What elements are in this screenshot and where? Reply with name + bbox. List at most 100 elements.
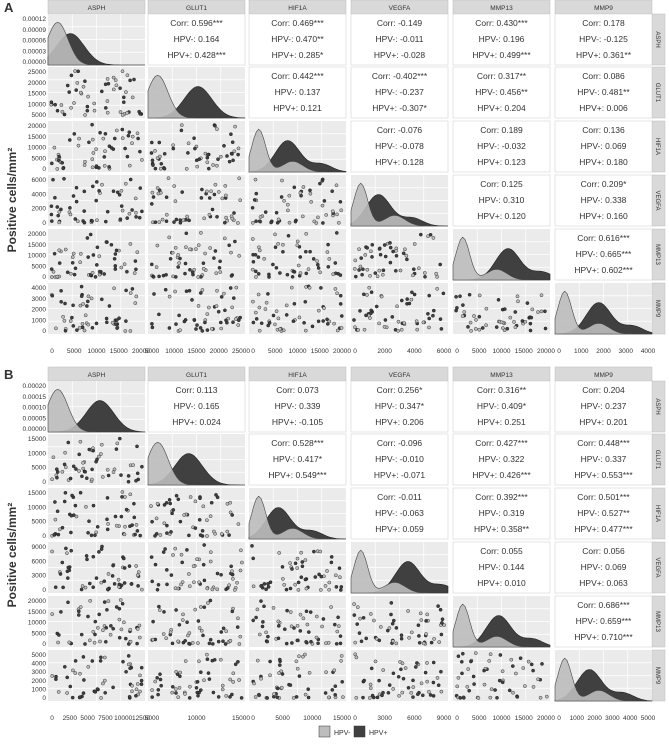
scatter-point-hpv-pos — [262, 604, 266, 609]
scatter-point-hpv-neg — [421, 320, 426, 325]
scatter-point-hpv-pos — [205, 328, 210, 332]
scatter-point-hpv-pos — [100, 297, 104, 302]
scatter-point-hpv-pos — [90, 659, 95, 663]
density-hpv-neg — [452, 236, 550, 281]
scatter-point-hpv-pos — [190, 298, 194, 302]
scatter-point-hpv-pos — [74, 185, 79, 190]
row-strip-label: GLUT1 — [654, 450, 660, 470]
scatter-point-hpv-pos — [72, 272, 77, 277]
scatter-point-hpv-neg — [135, 573, 140, 578]
corr-text: Corr: 0.136 — [582, 125, 625, 135]
scatter-point-hpv-pos — [369, 308, 374, 313]
scatter-point-hpv-neg — [521, 666, 526, 670]
scatter-point-hpv-neg — [234, 285, 239, 290]
scatter-point-hpv-pos — [251, 259, 256, 264]
scatter-point-hpv-pos — [132, 77, 136, 82]
scatter-point-hpv-neg — [208, 559, 213, 564]
scatter-point-hpv-neg — [72, 101, 76, 105]
scatter-point-hpv-pos — [207, 641, 212, 646]
scatter-point-hpv-neg — [215, 163, 219, 168]
scatter-point-hpv-pos — [385, 628, 390, 633]
x-tick-label: 6000 — [437, 348, 452, 355]
scatter-point-hpv-neg — [531, 685, 536, 689]
scatter-point-hpv-neg — [435, 286, 440, 291]
corr-hpv-pos: HPV+: 0.024 — [172, 417, 221, 427]
scatter-point-hpv-pos — [124, 319, 128, 323]
scatter-point-hpv-pos — [233, 239, 237, 244]
scatter-point-hpv-neg — [99, 452, 103, 456]
scatter-point-hpv-pos — [118, 86, 122, 90]
corr-cell — [248, 13, 347, 66]
scatter-point-hpv-pos — [259, 583, 264, 588]
scatter-point-hpv-pos — [227, 243, 231, 248]
scatter-point-hpv-pos — [386, 691, 391, 695]
scatter-point-hpv-pos — [55, 108, 60, 113]
scatter-point-hpv-neg — [295, 556, 300, 561]
scatter-point-hpv-neg — [320, 624, 324, 629]
scatter-point-hpv-pos — [86, 299, 90, 304]
scatter-point-hpv-pos — [383, 254, 388, 259]
scatter-point-hpv-pos — [391, 618, 396, 623]
scatter-point-hpv-pos — [59, 207, 63, 212]
scatter-point-hpv-pos — [163, 547, 167, 551]
corr-text: Corr: 0.686*** — [577, 600, 630, 610]
scatter-point-hpv-pos — [219, 630, 224, 634]
scatter-point-hpv-neg — [110, 320, 115, 325]
scatter-point-hpv-neg — [161, 632, 166, 636]
corr-hpv-pos: HPV+: 0.428*** — [167, 50, 226, 60]
scatter-point-hpv-pos — [106, 587, 110, 592]
scatter-point-hpv-pos — [150, 695, 154, 699]
scatter-point-hpv-pos — [127, 564, 132, 568]
scatter-point-hpv-pos — [69, 548, 73, 553]
scatter-point-hpv-pos — [297, 674, 302, 678]
y-tick-label: 1000 — [32, 317, 47, 324]
scatter-point-hpv-pos — [93, 619, 98, 624]
scatter-point-hpv-pos — [126, 474, 131, 478]
scatter-point-hpv-neg — [431, 236, 436, 240]
scatter-point-hpv-pos — [70, 493, 74, 498]
scatter-point-hpv-pos — [308, 188, 312, 193]
scatter-point-hpv-pos — [399, 298, 404, 303]
scatter-point-hpv-pos — [169, 573, 174, 577]
scatter-point-hpv-neg — [90, 165, 95, 170]
x-tick-label: 20000 — [132, 348, 150, 355]
scatter-point-hpv-pos — [359, 639, 364, 644]
scatter-point-hpv-pos — [427, 293, 432, 298]
scatter-point-hpv-pos — [259, 321, 264, 326]
scatter-point-hpv-pos — [60, 525, 65, 530]
scatter-point-hpv-pos — [85, 236, 90, 240]
scatter-point-hpv-neg — [135, 627, 140, 631]
scatter-point-hpv-neg — [68, 212, 73, 217]
x-tick-label: 10000 — [288, 348, 306, 355]
scatter-point-hpv-neg — [184, 166, 189, 171]
scatter-point-hpv-neg — [134, 523, 139, 527]
scatter-point-hpv-neg — [325, 569, 329, 573]
scatter-point-hpv-neg — [415, 327, 420, 332]
y-tick-label: 0 — [42, 328, 46, 335]
y-tick-label: 0 — [42, 274, 46, 281]
scatter-point-hpv-pos — [73, 217, 78, 221]
x-tick-label: 5000 — [80, 715, 95, 722]
corr-hpv-pos: HPV+: 0.059 — [375, 524, 424, 534]
scatter-point-hpv-neg — [149, 504, 153, 508]
scatter-point-hpv-pos — [176, 497, 181, 502]
scatter-point-hpv-neg — [79, 251, 83, 256]
scatter-point-hpv-pos — [187, 218, 191, 223]
scatter-point-hpv-neg — [489, 687, 494, 692]
scatter-point-hpv-pos — [197, 518, 202, 522]
scatter-point-hpv-pos — [383, 318, 388, 322]
scatter-point-hpv-neg — [134, 687, 139, 692]
scatter-point-hpv-neg — [83, 585, 88, 590]
scatter-point-hpv-neg — [257, 632, 262, 637]
scatter-point-hpv-neg — [91, 137, 95, 142]
corr-hpv-neg: HPV-: -0.032 — [477, 141, 526, 151]
scatter-point-hpv-pos — [53, 102, 58, 107]
scatter-point-hpv-pos — [164, 272, 168, 277]
scatter-point-hpv-pos — [104, 240, 109, 244]
scatter-point-hpv-pos — [208, 637, 213, 642]
scatter-point-hpv-neg — [178, 670, 182, 675]
scatter-point-hpv-neg — [183, 692, 187, 696]
scatter-point-hpv-neg — [219, 532, 224, 536]
scatter-point-hpv-pos — [88, 581, 92, 586]
scatter-point-hpv-pos — [125, 269, 129, 274]
